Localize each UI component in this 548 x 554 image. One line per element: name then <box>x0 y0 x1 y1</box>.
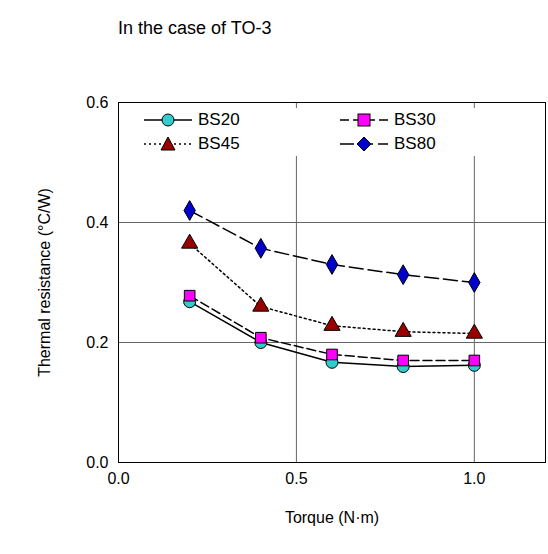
svg-text:0.5: 0.5 <box>285 470 307 487</box>
html-text:BS20: BS20 <box>198 110 240 129</box>
svg-text:0.4: 0.4 <box>86 214 108 231</box>
html-text:In the case of TO-3: In the case of TO-3 <box>118 18 272 38</box>
svg-text:Torque (N·m): Torque (N·m) <box>285 509 379 526</box>
svg-text:Thermal resistance (°C/W): Thermal resistance (°C/W) <box>36 188 53 377</box>
html-text:BS30: BS30 <box>394 110 436 129</box>
html-text:BS45: BS45 <box>198 134 240 153</box>
svg-text:1.0: 1.0 <box>463 470 485 487</box>
svg-text:0.0: 0.0 <box>86 454 108 471</box>
html-text:BS80: BS80 <box>394 134 436 153</box>
svg-text:0.2: 0.2 <box>86 334 108 351</box>
svg-text:0.0: 0.0 <box>107 470 129 487</box>
svg-text:0.6: 0.6 <box>86 94 108 111</box>
